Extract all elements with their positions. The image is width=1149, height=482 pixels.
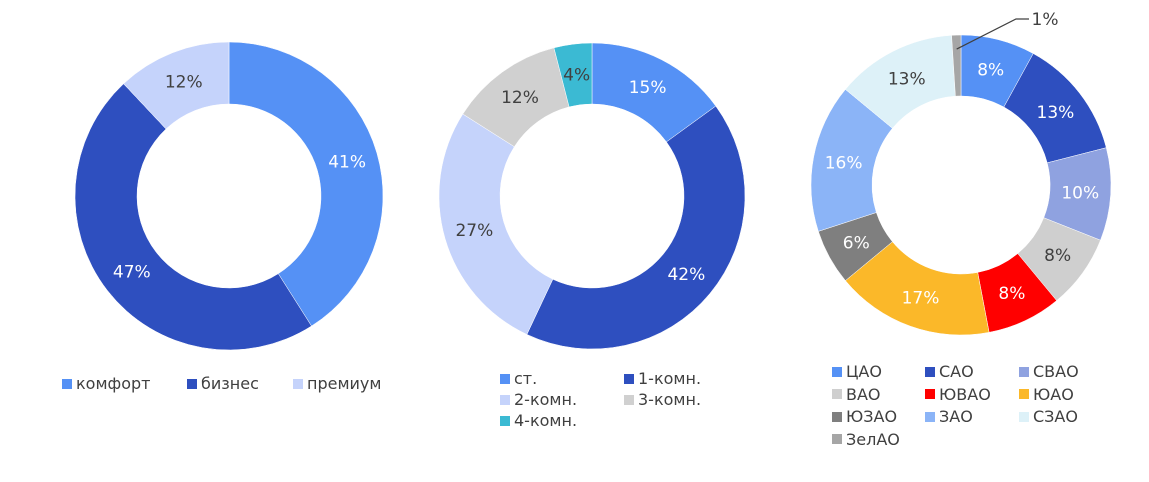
data-label: 15% [629,78,667,98]
legend-swatch [832,411,842,422]
legend-item: СВАО [1019,362,1079,381]
legend-label: СЗАО [1033,407,1078,426]
legend-swatch [500,394,510,405]
data-label: 17% [902,288,940,308]
legend-label: 2-комн. [514,390,578,409]
donut-slice-1-3 [123,41,230,130]
legend-label: ЦАО [846,362,882,381]
legend-swatch [62,378,72,389]
legend-label: ЮВАО [939,384,991,404]
data-label: 13% [1037,103,1075,123]
data-label: 8% [1044,246,1071,266]
legend-label: САО [939,362,974,381]
legend-item: ЮАО [1019,385,1074,404]
data-label: 41% [328,153,366,173]
legend-item: ЮВАО [925,385,991,404]
legend-item: 1-комн. [624,369,701,388]
legend-label: премиум [307,374,382,393]
donut-slice-1-2 [74,83,312,351]
legend-swatch [832,389,842,399]
data-label: 16% [825,154,863,174]
legend-swatch [925,389,935,399]
legend-label: ЮЗАО [846,407,898,426]
legend-swatch [624,394,634,405]
legend-item: СЗАО [1019,407,1078,426]
legend-item: премиум [293,374,381,393]
legend-label: 1-комн. [638,369,702,388]
legend-item: 3-комн. [624,390,701,409]
legend-label: ст. [514,369,538,388]
data-label: 10% [1061,184,1099,204]
legend-swatch [500,415,510,426]
leader-line [956,18,1029,50]
donut-slice-2-5 [553,42,593,108]
legend-label: ЮАО [1033,384,1074,404]
data-label: 27% [455,221,493,241]
legend-item: бизнес [187,374,259,393]
legend-swatch [187,378,197,389]
data-label: 12% [165,73,203,93]
legend-item: 4-комн. [500,411,577,430]
data-label: 4% [563,65,590,85]
legend-item: 2-комн. [500,390,577,409]
legend-item: ЗАО [925,407,973,426]
donut-slice-1-1 [228,41,384,327]
legend-label: СВАО [1033,362,1079,381]
legend-label: ВАО [846,384,881,404]
legend-item: ВАО [832,385,881,404]
legend-swatch [293,378,303,389]
legend-item: САО [925,362,974,381]
legend-item: ст. [500,369,537,388]
data-label: 47% [113,262,151,282]
data-label: 1% [1032,10,1059,30]
data-label: 8% [977,60,1004,80]
legend-item: ЦАО [832,362,882,381]
legend-item: ЮЗАО [832,407,897,426]
donut-slice-2-2 [526,105,746,350]
legend-label: бизнес [201,374,259,393]
data-label: 6% [843,234,870,254]
legend-swatch [500,373,510,384]
data-label: 13% [888,70,926,90]
legend-item: комфорт [62,374,150,393]
legend-swatch [925,411,935,422]
legend-swatch [832,434,842,444]
legend-swatch [1019,366,1029,377]
legend-label: 4-комн. [514,411,578,430]
legend-swatch [832,366,842,377]
legend-swatch [1019,389,1029,399]
data-label: 8% [998,284,1025,304]
legend-item: ЗелАО [832,430,900,449]
donut-slice-2-3 [438,113,554,335]
legend-label: 3-комн. [638,390,702,409]
data-label: 42% [667,265,705,285]
legend-swatch [1019,411,1029,422]
donut-slice-3-10 [951,34,962,97]
legend-label: комфорт [76,374,151,393]
legend-swatch [624,373,634,384]
legend-swatch [925,366,935,377]
legend-label: ЗелАО [846,429,900,449]
legend-label: ЗАО [939,407,973,426]
data-label: 12% [501,88,539,108]
